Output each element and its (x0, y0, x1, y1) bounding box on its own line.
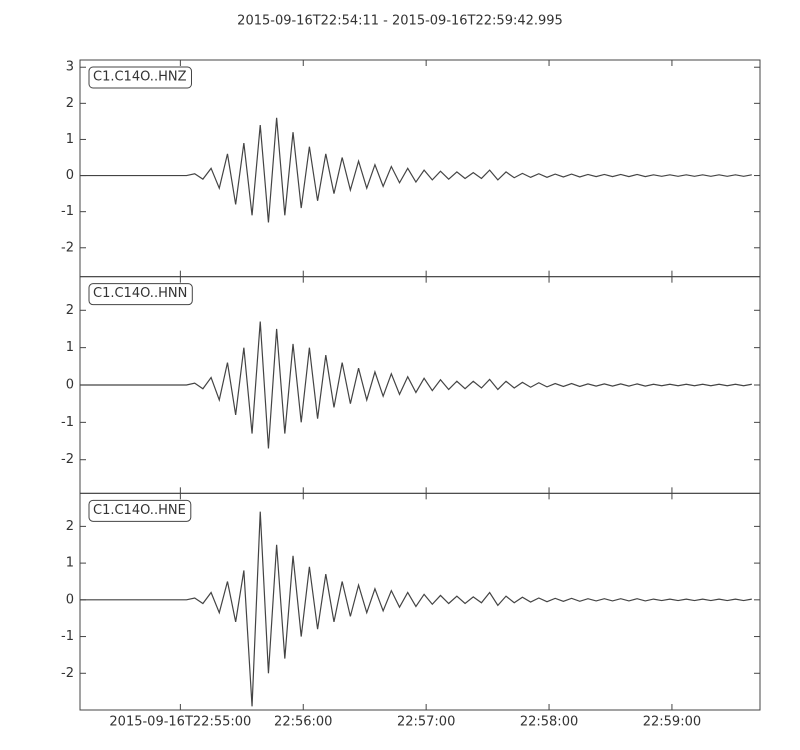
y-tick-label: 0 (66, 592, 74, 607)
x-tick-label: 22:57:00 (397, 715, 455, 730)
y-tick-label: 1 (66, 340, 74, 355)
y-tick-label: 0 (66, 378, 74, 393)
waveform (80, 117, 752, 223)
waveform (80, 321, 752, 449)
y-tick-label: 0 (66, 168, 74, 183)
y-tick-label: -2 (61, 240, 74, 255)
y-tick-label: 1 (66, 132, 74, 147)
legend-box (88, 283, 193, 306)
x-tick-label: 2015-09-16T22:55:00 (109, 715, 251, 730)
x-tick-label: 22:58:00 (520, 715, 578, 730)
y-tick-label: 2 (66, 519, 74, 534)
y-tick-label: 1 (66, 556, 74, 571)
legend-label: C1.C14O..HNN (93, 286, 187, 301)
x-tick-label: 22:59:00 (643, 715, 701, 730)
legend-label: C1.C14O..HNZ (93, 70, 187, 85)
legend-box (88, 499, 192, 522)
y-tick-label: -2 (61, 666, 74, 681)
panel-frame (79, 492, 761, 711)
y-tick-label: -1 (61, 415, 74, 430)
y-tick-label: -1 (61, 204, 74, 219)
y-tick-label: -1 (61, 629, 74, 644)
legend-box (88, 66, 192, 89)
y-tick-label: 3 (66, 60, 74, 75)
waveform (80, 511, 752, 707)
y-tick-label: 2 (66, 303, 74, 318)
y-tick-label: -2 (61, 452, 74, 467)
x-tick-label: 22:56:00 (274, 715, 332, 730)
y-tick-label: 2 (66, 96, 74, 111)
legend-label: C1.C14O..HNE (93, 503, 186, 518)
chart-title: 2015-09-16T22:54:11 - 2015-09-16T22:59:4… (237, 14, 563, 29)
